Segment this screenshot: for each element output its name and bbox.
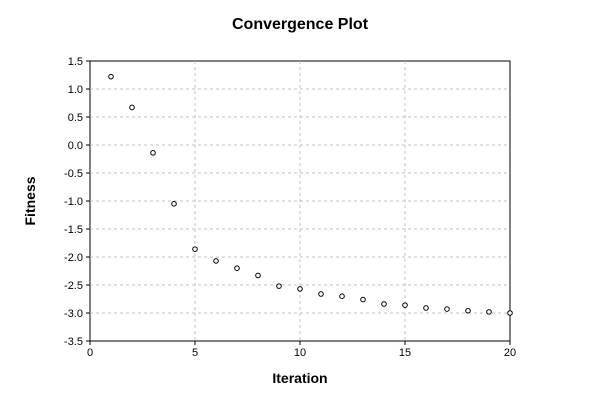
data-point bbox=[360, 296, 366, 303]
y-tick-label: -1.0 bbox=[64, 196, 83, 208]
y-tick-label: -3.0 bbox=[64, 308, 83, 320]
data-point bbox=[192, 246, 198, 252]
x-tick-label: 0 bbox=[87, 347, 93, 359]
y-tick-label: -2.0 bbox=[64, 252, 83, 264]
y-tick-label: -3.5 bbox=[64, 336, 83, 348]
data-point bbox=[444, 306, 450, 312]
y-tick-label: 1.0 bbox=[68, 84, 83, 96]
x-axis-label: Iteration bbox=[272, 370, 327, 386]
x-tick-label: 10 bbox=[294, 347, 306, 359]
data-point bbox=[171, 201, 177, 207]
chart-title: Convergence Plot bbox=[232, 16, 369, 33]
y-tick-label: 0.0 bbox=[68, 140, 83, 152]
y-tick-label: -1.5 bbox=[64, 224, 83, 236]
grid-lines bbox=[90, 61, 510, 341]
data-point bbox=[339, 293, 345, 300]
data-point bbox=[381, 301, 387, 307]
data-point bbox=[465, 307, 471, 314]
data-point bbox=[276, 283, 282, 289]
data-point bbox=[129, 104, 135, 111]
x-tick-label: 15 bbox=[399, 347, 411, 359]
data-point bbox=[108, 73, 114, 80]
x-tick-label: 20 bbox=[504, 347, 516, 359]
data-points bbox=[108, 73, 513, 316]
axis-ticks: 0 5 10 15 20 1.5 1.0 0.5 0.0 -0.5 -1.0 -1.5 -2.0 -2.5… bbox=[64, 56, 516, 359]
y-tick-label: -2.5 bbox=[64, 280, 83, 292]
data-point bbox=[402, 302, 408, 308]
y-tick-label: 0.5 bbox=[68, 112, 83, 124]
data-point bbox=[213, 258, 219, 264]
y-tick-label: 1.5 bbox=[68, 56, 83, 68]
y-tick-label: -0.5 bbox=[64, 168, 83, 180]
data-point bbox=[486, 309, 492, 315]
y-axis-label: Fitness bbox=[22, 176, 38, 225]
data-point bbox=[507, 310, 513, 316]
data-point bbox=[234, 265, 240, 272]
data-point bbox=[318, 291, 324, 297]
x-tick-label: 5 bbox=[192, 347, 198, 359]
data-point bbox=[150, 150, 156, 156]
data-point bbox=[423, 305, 429, 311]
data-point bbox=[297, 286, 303, 292]
data-point bbox=[255, 272, 261, 279]
